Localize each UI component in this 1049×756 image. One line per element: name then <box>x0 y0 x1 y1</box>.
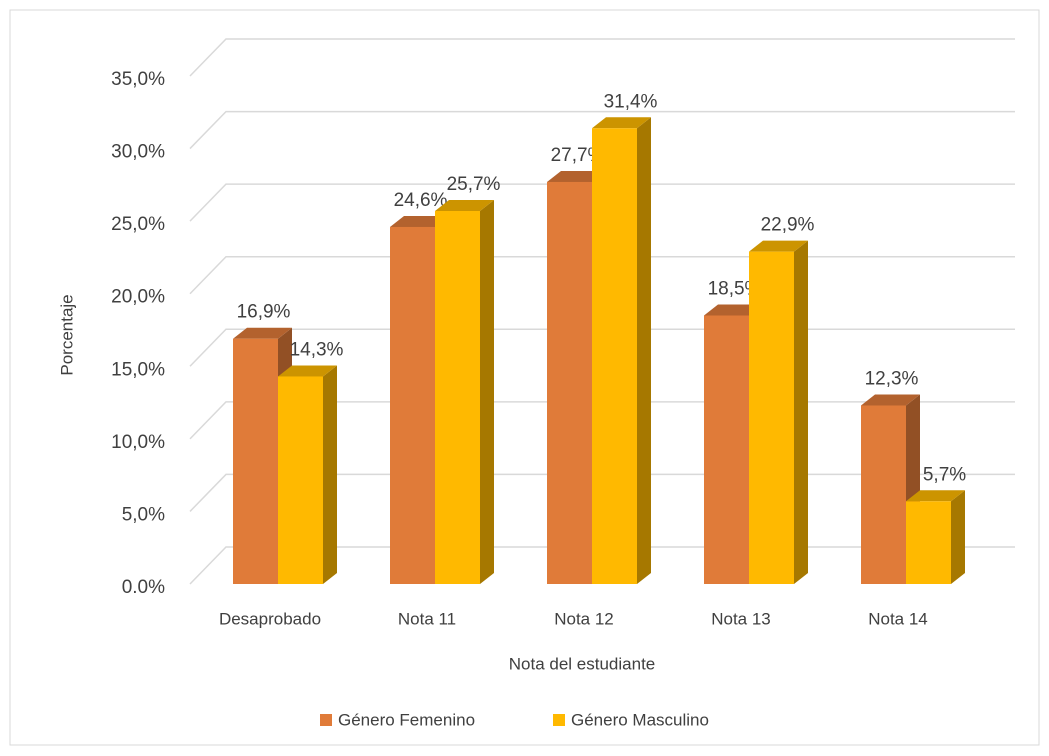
data-label: 12,3% <box>865 368 919 389</box>
chart-border <box>9 9 1040 746</box>
y-axis-title: Porcentaje <box>57 294 76 375</box>
bar <box>390 226 435 584</box>
y-tick-label: 5,0% <box>122 504 165 525</box>
y-tick-label: 0.0% <box>122 577 165 598</box>
bar <box>435 210 480 585</box>
grid-line <box>189 38 1015 77</box>
bar-side <box>637 117 651 584</box>
bar-top <box>861 394 920 406</box>
y-tick-label: 25,0% <box>111 214 165 235</box>
data-label: 25,7% <box>447 174 501 195</box>
data-label: 22,9% <box>761 215 815 236</box>
bar-side <box>794 240 808 584</box>
grid-line <box>189 183 1015 222</box>
data-label: 18,5% <box>708 279 762 300</box>
bar <box>749 251 794 584</box>
data-label: 24,6% <box>394 190 448 211</box>
data-label: 14,3% <box>290 339 344 360</box>
bar-top <box>704 304 763 316</box>
bar-top <box>390 215 449 227</box>
bar <box>704 315 749 584</box>
x-tick-label: Nota 13 <box>711 609 771 628</box>
y-tick-label: 10,0% <box>111 432 165 453</box>
data-label: 5,7% <box>923 464 966 485</box>
bar-side <box>951 490 965 584</box>
legend-label: Género Femenino <box>338 710 475 729</box>
bar-top <box>435 199 494 211</box>
bar-side <box>480 199 494 585</box>
x-axis-title: Nota del estudiante <box>509 654 656 673</box>
y-tick-label: 15,0% <box>111 359 165 380</box>
data-label: 27,7% <box>551 145 605 166</box>
x-tick-label: Nota 11 <box>398 609 456 628</box>
grid-line <box>189 110 1015 150</box>
y-tick-label: 35,0% <box>111 69 165 90</box>
bar-top <box>592 117 651 129</box>
bar <box>547 181 592 584</box>
bar-top <box>749 240 808 252</box>
data-label: 16,9% <box>237 302 291 323</box>
legend-swatch <box>320 714 332 726</box>
bar <box>233 338 278 584</box>
bar-side <box>323 365 337 584</box>
bar-top <box>233 327 292 339</box>
legend-label: Género Masculino <box>571 710 709 729</box>
legend-swatch <box>553 714 565 726</box>
x-tick-label: Nota 12 <box>554 609 614 628</box>
x-tick-label: Nota 14 <box>868 609 928 628</box>
y-tick-label: 30,0% <box>111 142 165 163</box>
bar <box>861 405 906 584</box>
bar <box>278 376 323 584</box>
bar <box>906 501 951 584</box>
bar-top <box>547 170 606 182</box>
x-tick-label: Desaprobado <box>219 609 321 628</box>
data-label: 31,4% <box>604 91 658 112</box>
y-tick-label: 20,0% <box>111 287 165 308</box>
bar-top <box>906 490 965 502</box>
bar-top <box>278 365 337 377</box>
bar <box>592 128 637 584</box>
